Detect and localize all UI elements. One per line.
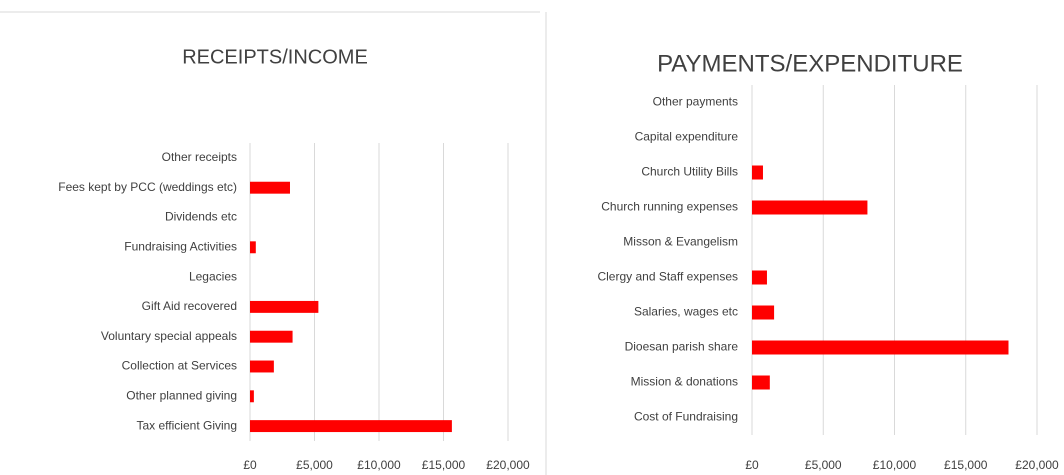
bar (250, 181, 290, 194)
y-tick-label: Church running expenses (601, 200, 738, 214)
y-tick-label: Legacies (189, 269, 237, 283)
y-tick-label: Dioesan parish share (625, 340, 739, 354)
bar (752, 340, 1009, 355)
chart-title: RECEIPTS/INCOME (182, 46, 368, 68)
x-tick-label: £5,000 (296, 458, 333, 472)
y-tick-label: Fundraising Activities (124, 239, 237, 253)
y-tick-label: Other receipts (162, 150, 237, 164)
y-tick-label: Church Utility Bills (641, 165, 738, 179)
x-tick-label: £5,000 (805, 458, 842, 472)
bar (250, 360, 274, 373)
x-tick-label: £20,000 (1015, 458, 1059, 472)
y-tick-label: Tax efficient Giving (137, 418, 238, 432)
x-tick-label: £20,000 (486, 458, 530, 472)
y-tick-label: Other payments (653, 95, 738, 109)
x-tick-label: £15,000 (944, 458, 988, 472)
x-tick-label: £15,000 (422, 458, 466, 472)
bar (752, 270, 767, 285)
y-tick-label: Gift Aid recovered (142, 299, 237, 313)
x-tick-label: £10,000 (357, 458, 401, 472)
y-tick-label: Misson & Evangelism (623, 235, 738, 249)
y-tick-label: Salaries, wages etc (634, 305, 738, 319)
bar (752, 375, 770, 390)
bar (250, 420, 452, 433)
bar (250, 300, 319, 313)
chart-title: PAYMENTS/EXPENDITURE (657, 50, 963, 77)
y-tick-label: Voluntary special appeals (101, 329, 237, 343)
x-tick-label: £0 (243, 458, 257, 472)
bar (752, 165, 763, 180)
bar (250, 330, 293, 343)
y-tick-label: Fees kept by PCC (weddings etc) (58, 180, 237, 194)
y-tick-label: Collection at Services (122, 359, 237, 373)
bar (752, 305, 775, 320)
y-tick-label: Other planned giving (126, 388, 237, 402)
y-tick-label: Capital expenditure (635, 130, 739, 144)
y-tick-label: Dividends etc (165, 210, 237, 224)
bar (752, 200, 868, 215)
x-tick-label: £10,000 (873, 458, 917, 472)
y-tick-label: Cost of Fundraising (634, 410, 738, 424)
y-tick-label: Clergy and Staff expenses (597, 270, 738, 284)
bar (250, 390, 254, 403)
bar (250, 241, 256, 254)
y-tick-label: Mission & donations (631, 375, 738, 389)
x-tick-label: £0 (745, 458, 759, 472)
